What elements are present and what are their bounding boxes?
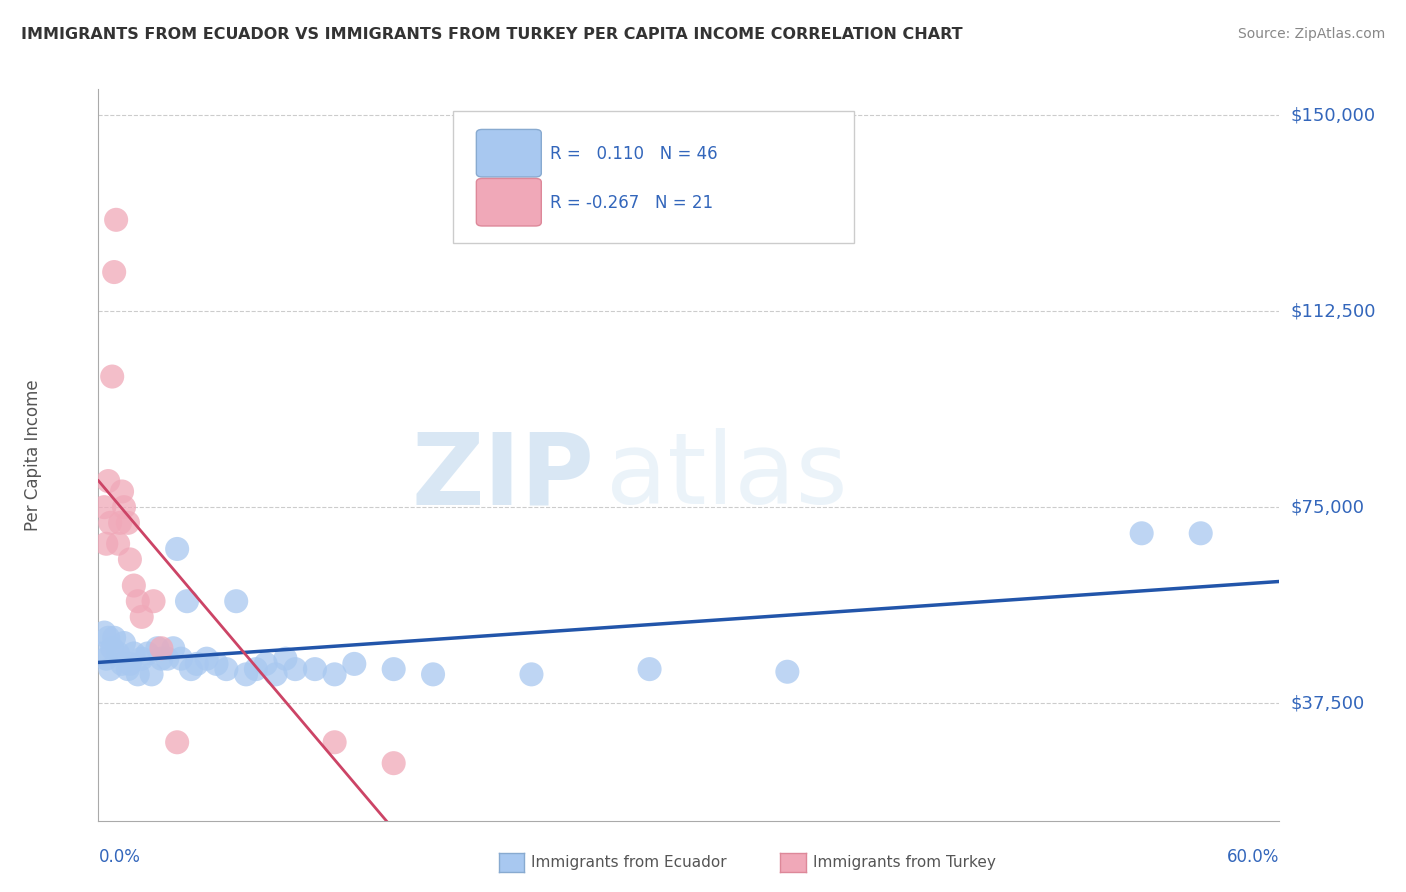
Text: Immigrants from Ecuador: Immigrants from Ecuador <box>531 855 727 870</box>
Point <box>1130 526 1153 541</box>
Point <box>101 641 124 656</box>
Point <box>96 651 118 665</box>
Point <box>117 516 139 530</box>
Point <box>323 735 346 749</box>
Point <box>170 651 193 665</box>
Point <box>142 594 165 608</box>
Point <box>96 537 118 551</box>
FancyBboxPatch shape <box>477 129 541 177</box>
Point <box>264 667 287 681</box>
Point <box>638 662 661 676</box>
Text: Source: ZipAtlas.com: Source: ZipAtlas.com <box>1237 27 1385 41</box>
Point <box>118 657 141 671</box>
Point <box>103 631 125 645</box>
Point <box>215 662 238 676</box>
Point <box>122 578 145 592</box>
Point <box>186 657 208 671</box>
Point <box>422 667 444 681</box>
Point <box>101 369 124 384</box>
Point <box>166 735 188 749</box>
Point <box>150 651 173 665</box>
Point <box>205 657 228 671</box>
Point <box>111 484 134 499</box>
Point <box>1189 526 1212 541</box>
Point <box>166 541 188 556</box>
Point <box>274 651 297 665</box>
Point <box>520 667 543 681</box>
Point <box>93 625 115 640</box>
Text: ZIP: ZIP <box>412 428 595 525</box>
Point <box>93 500 115 515</box>
Point <box>97 631 120 645</box>
Point <box>127 667 149 681</box>
Point <box>225 594 247 608</box>
Point <box>245 662 267 676</box>
Point <box>107 647 129 661</box>
Point <box>112 636 135 650</box>
Text: $112,500: $112,500 <box>1291 302 1376 320</box>
Text: Immigrants from Turkey: Immigrants from Turkey <box>813 855 995 870</box>
Point <box>146 641 169 656</box>
FancyBboxPatch shape <box>453 112 855 243</box>
Point <box>195 651 218 665</box>
Text: $37,500: $37,500 <box>1291 694 1365 712</box>
Point <box>343 657 366 671</box>
Point <box>323 667 346 681</box>
Point <box>103 265 125 279</box>
Text: $150,000: $150,000 <box>1291 106 1375 124</box>
Point <box>180 662 202 676</box>
Point <box>136 647 159 661</box>
Point <box>284 662 307 676</box>
Point <box>108 516 131 530</box>
Point <box>304 662 326 676</box>
Point <box>107 537 129 551</box>
Text: 0.0%: 0.0% <box>98 848 141 866</box>
Text: 60.0%: 60.0% <box>1227 848 1279 866</box>
Point <box>156 651 179 665</box>
Point <box>254 657 277 671</box>
Text: IMMIGRANTS FROM ECUADOR VS IMMIGRANTS FROM TURKEY PER CAPITA INCOME CORRELATION : IMMIGRANTS FROM ECUADOR VS IMMIGRANTS FR… <box>21 27 963 42</box>
Point <box>235 667 257 681</box>
Point <box>118 552 141 566</box>
Point <box>776 665 799 679</box>
Point <box>150 641 173 656</box>
Text: $75,000: $75,000 <box>1291 498 1365 516</box>
Point <box>122 647 145 661</box>
Point <box>105 212 128 227</box>
Point <box>98 516 121 530</box>
Text: R =   0.110   N = 46: R = 0.110 N = 46 <box>550 145 717 162</box>
Point <box>97 474 120 488</box>
Point <box>382 756 405 771</box>
Point <box>131 651 153 665</box>
Point <box>176 594 198 608</box>
Point <box>98 662 121 676</box>
Text: Per Capita Income: Per Capita Income <box>24 379 42 531</box>
FancyBboxPatch shape <box>477 178 541 226</box>
Point <box>127 594 149 608</box>
Text: R = -0.267   N = 21: R = -0.267 N = 21 <box>550 194 713 211</box>
Point <box>91 647 114 661</box>
Point <box>382 662 405 676</box>
Point <box>111 657 134 671</box>
Point <box>141 667 163 681</box>
Point <box>162 641 184 656</box>
Point <box>131 610 153 624</box>
Point <box>112 500 135 515</box>
Point <box>117 662 139 676</box>
Text: atlas: atlas <box>606 428 848 525</box>
